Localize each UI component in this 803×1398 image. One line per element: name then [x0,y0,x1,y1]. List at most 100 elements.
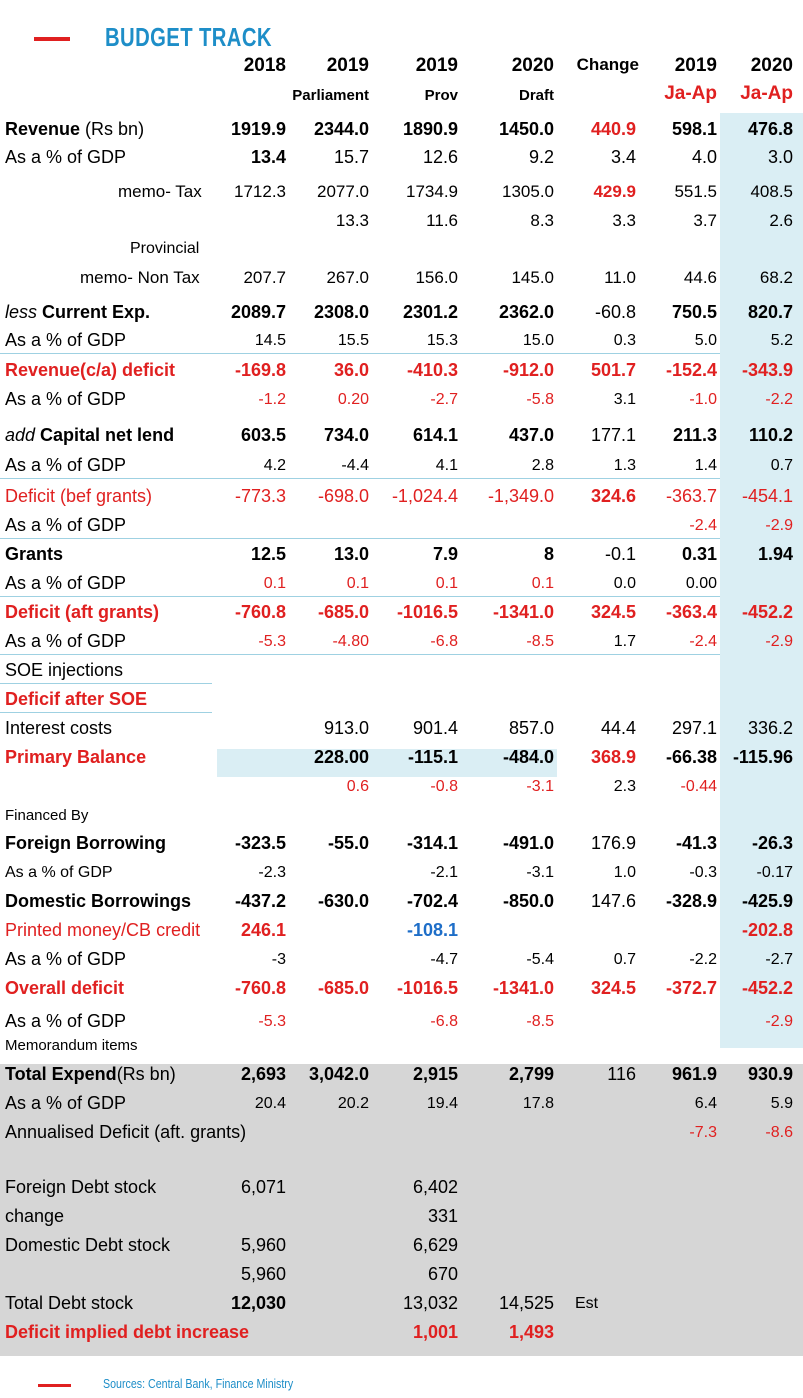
row-label: Primary Balance [5,748,146,766]
header-year-3: 2020 [511,55,554,76]
value-cell: -1341.0 [492,602,554,622]
value-cell: 6,071 [240,1177,286,1197]
value-cell: 4.0 [691,147,717,167]
value-cell: 6.4 [694,1095,717,1112]
value-cell: -6.8 [430,633,458,650]
value-cell: -0.1 [604,544,636,564]
value-cell: -169.8 [234,360,286,380]
value-cell: -202.8 [741,920,793,940]
row-label: Domestic Debt stock [5,1236,170,1254]
row-label: As a % of GDP [5,148,126,166]
value-cell: 7.9 [432,544,458,564]
row-label: Foreign Debt stock [5,1178,156,1196]
table-row: As a % of GDP 0.1 0.1 0.1 0.1 0.0 0.00 [0,567,803,596]
value-cell: 1,001 [412,1322,458,1342]
title-accent-bar [34,37,70,41]
value-cell: -1,349.0 [487,486,554,506]
table-row: memo- Tax 1712.3 2077.0 1734.9 1305.0 429.9 55… [0,170,803,204]
value-cell: 20.2 [337,1095,369,1112]
value-cell: 429.9 [593,182,636,201]
table-row: Deficif after SOE [0,683,803,712]
value-cell: 44.4 [600,718,636,738]
value-cell: 2.3 [613,778,636,795]
value-cell: 1734.9 [406,182,458,201]
row-label-suffix: (Rs bn) [80,119,145,139]
row-label: change [5,1207,64,1225]
value-cell: 44.6 [683,268,717,287]
table-row: Foreign Borrowing -323.5 -55.0 -314.1 -491.0… [0,827,803,856]
table-row: As a % of GDP -2.3 -2.1 -3.1 1.0 -0.3 -0.17 [0,856,803,885]
row-label-text: As a % of GDP [5,455,127,475]
row-label: As a % of GDP [5,331,126,349]
row-label: Deficit (aft grants) [5,603,159,621]
value-cell: -3.1 [526,864,554,881]
row-label-text: Memorandum items [5,1037,138,1054]
value-cell: 734.0 [323,425,369,445]
value-cell: -2.2 [765,391,793,408]
value-cell: -425.9 [741,891,793,911]
row-label-text: Grants [5,544,64,564]
value-cell: 2,693 [240,1064,286,1084]
page-title: BUDGET TRACK [105,22,272,52]
value-cell: 0.31 [681,544,717,564]
value-cell: 267.0 [326,268,369,287]
row-divider [0,478,720,479]
header-year-0: 2018 [243,55,286,76]
value-cell: -2.2 [689,951,717,968]
value-cell: 961.9 [671,1064,717,1084]
value-cell: -773.3 [234,486,286,506]
value-cell: 2077.0 [317,182,369,201]
value-cell: 857.0 [508,718,554,738]
row-label: Deficit implied debt increase [5,1323,249,1341]
row-label: add Capital net lend [5,426,174,444]
row-label-text: As a % of GDP [5,949,127,969]
value-cell: 2344.0 [313,119,369,139]
value-cell: -5.4 [526,951,554,968]
value-cell: 440.9 [590,119,636,139]
row-label-text: Deficit implied debt increase [5,1322,250,1342]
table-row: 13.3 11.6 8.3 3.3 3.7 2.6 [0,204,803,233]
value-cell: 0.0 [613,575,636,592]
value-cell: -2.4 [689,633,717,650]
value-cell: 8 [543,544,554,564]
value-cell: 2,799 [508,1064,554,1084]
row-divider [0,353,720,354]
value-cell: 2362.0 [498,302,554,322]
value-cell: -152.4 [665,360,717,380]
header-sub-3: Draft [518,87,554,104]
value-cell: 0.1 [435,575,458,592]
value-cell: -491.0 [502,833,554,853]
table-row: Deficit (bef grants) -773.3 -698.0 -1,024.4… [0,478,803,509]
row-label-text: Revenue [5,119,81,139]
value-cell: -3.1 [526,778,554,795]
row-label: Memorandum items [5,1038,138,1053]
table-row: change 331 [0,1200,803,1229]
value-cell: -685.0 [317,978,369,998]
value-cell: 324.5 [590,602,636,622]
table-row: As a % of GDP -2.4 -2.9 [0,509,803,538]
row-divider [0,538,720,539]
row-label: Interest costs [5,719,112,737]
value-cell: 17.8 [522,1095,554,1112]
table-row: As a % of GDP 14.5 15.5 15.3 15.0 0.3 5.0 5.2 [0,325,803,353]
value-cell: -2.9 [765,1013,793,1030]
value-cell: 3.3 [612,211,636,230]
source-note: Sources: Central Bank, Finance Ministry [103,1376,294,1391]
value-cell: -4.4 [341,457,369,474]
table-row: As a % of GDP -1.2 0.20 -2.7 -5.8 3.1 -1.0 -2.2 [0,383,803,412]
value-cell: -630.0 [317,891,369,911]
row-label-text: Provincial [130,240,200,257]
value-cell: 1450.0 [498,119,554,139]
value-cell: 156.0 [415,268,458,287]
value-cell: -4.80 [332,633,369,650]
table-row: Domestic Debt stock 5,960 6,629 [0,1229,803,1258]
row-label: Total Expend(Rs bn) [5,1065,176,1083]
table-row: less Current Exp. 2089.7 2308.0 2301.2 2362.… [0,290,803,325]
jan-apr-2020-highlight [720,113,803,1048]
value-cell: -343.9 [741,360,793,380]
value-cell: 930.9 [747,1064,793,1084]
header-year-2: 2019 [415,55,458,76]
value-cell: 36.0 [333,360,369,380]
value-cell: 0.3 [613,332,636,349]
value-cell: -685.0 [317,602,369,622]
